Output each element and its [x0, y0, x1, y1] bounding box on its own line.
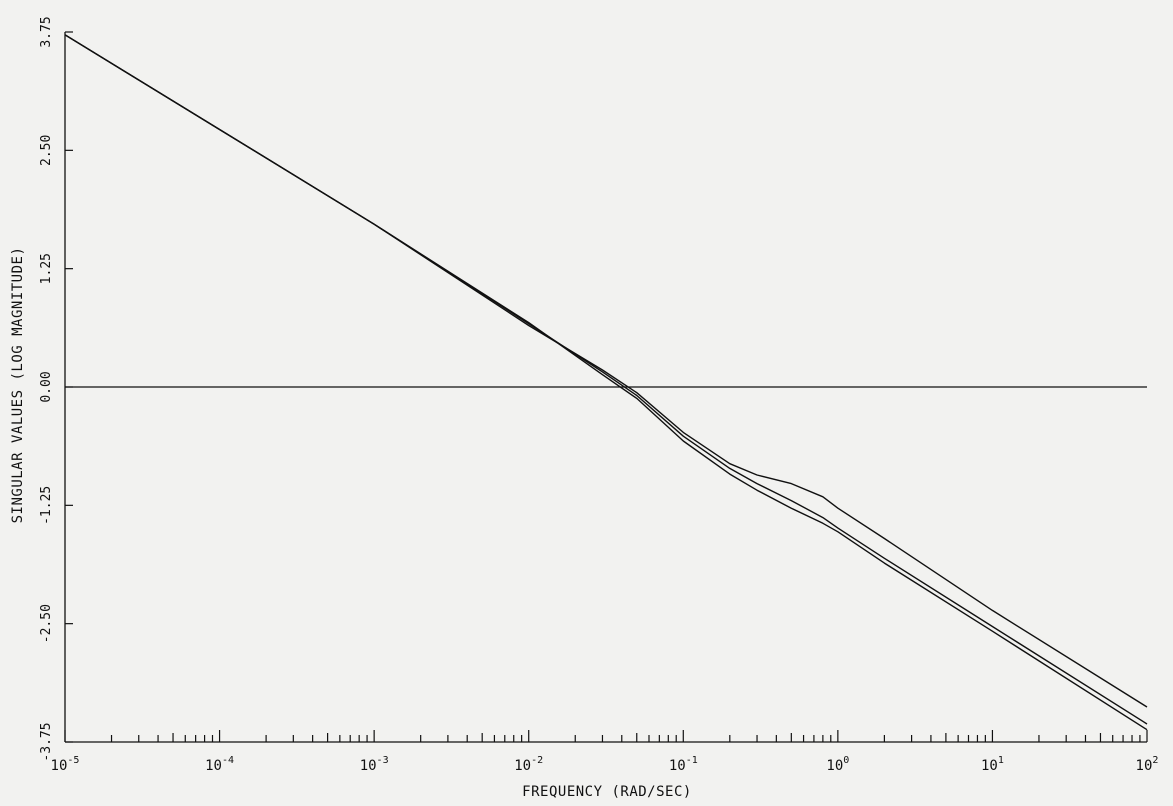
- x-axis-title: FREQUENCY (RAD/SEC): [522, 784, 692, 800]
- x-tick-label: 101: [981, 755, 1004, 774]
- y-tick-label: 2.50: [39, 135, 54, 166]
- y-tick-label: -3.75: [39, 722, 54, 761]
- y-axis-title: SINGULAR VALUES (LOG MAGNITUDE): [10, 247, 26, 524]
- y-tick-label: 0.00: [39, 371, 54, 402]
- x-tick-labels: 10-5 10-4 10-3 10-2 10-1 100 101 102: [51, 755, 1159, 774]
- x-tick-marks: [64, 730, 1148, 742]
- series-lines: [64, 34, 1148, 731]
- series-line: [64, 34, 1148, 731]
- series-line: [64, 34, 1148, 708]
- y-tick-labels: 3.75 2.50 1.25 0.00 -1.25 -2.50 -3.75: [39, 16, 54, 761]
- y-tick-label: -2.50: [39, 604, 54, 643]
- series-line: [64, 34, 1148, 725]
- y-tick-label: 3.75: [39, 16, 54, 47]
- x-tick-label: 100: [826, 755, 849, 774]
- x-tick-label: 10-4: [205, 755, 234, 774]
- x-tick-label: 10-3: [360, 755, 389, 774]
- y-tick-marks: [65, 31, 73, 743]
- x-tick-label: 102: [1136, 755, 1159, 774]
- y-tick-label: -1.25: [39, 486, 54, 525]
- x-tick-label: 10-5: [51, 755, 80, 774]
- y-tick-label: 1.25: [39, 253, 54, 284]
- x-tick-label: 10-1: [669, 755, 698, 774]
- x-tick-label: 10-2: [514, 755, 543, 774]
